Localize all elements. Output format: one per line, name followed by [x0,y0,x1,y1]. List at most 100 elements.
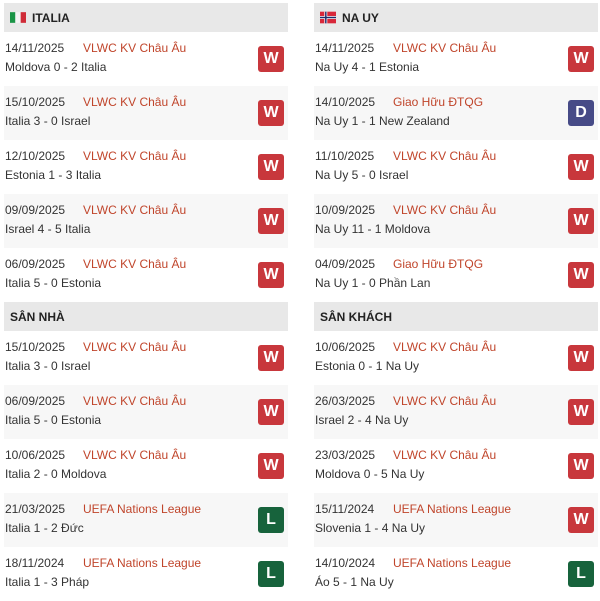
match-row[interactable]: 06/09/2025 VLWC KV Châu Âu Italia 5 - 0 Es… [4,385,288,439]
match-date: 15/10/2025 [5,340,66,354]
italy-flag-icon [10,12,26,23]
result-badge: L [568,561,594,587]
competition-name: VLWC KV Châu Âu [83,149,187,163]
match-score: Áo 5 - 1 Na Uy [315,575,394,589]
match-score: Estonia 1 - 3 Italia [5,168,102,182]
match-row[interactable]: 14/10/2024 UEFA Nations League Áo 5 - 1 Na… [314,547,598,601]
competition-name: VLWC KV Châu Âu [393,149,497,163]
match-row[interactable]: 04/09/2025 Giao Hữu ĐTQG Na Uy 1 - 0 Phần … [314,248,598,302]
home-match-list: 15/10/2025 VLWC KV Châu Âu Italia 3 - 0 Is… [4,331,288,601]
away-match-list: 10/06/2025 VLWC KV Châu Âu Estonia 0 - 1 N… [314,331,598,601]
result-badge: W [568,208,594,234]
match-date: 14/10/2025 [315,95,376,109]
match-date: 14/11/2025 [315,41,375,55]
left-column: ITALIA 14/11/2025 VLWC KV Châu Âu Moldova … [4,3,288,601]
competition-name: VLWC KV Châu Âu [393,448,497,462]
match-score: Israel 2 - 4 Na Uy [315,413,409,427]
match-row[interactable]: 15/10/2025 VLWC KV Châu Âu Italia 3 - 0 Is… [4,331,288,385]
norway-flag-icon [320,11,336,24]
home-header: SÂN NHÀ [4,302,288,331]
competition-name: VLWC KV Châu Âu [83,448,187,462]
result-badge: W [258,208,284,234]
match-row[interactable]: 10/06/2025 VLWC KV Châu Âu Italia 2 - 0 Mo… [4,439,288,493]
match-score: Na Uy 1 - 0 Phần Lan [315,276,431,290]
match-row[interactable]: 15/10/2025 VLWC KV Châu Âu Italia 3 - 0 Is… [4,86,288,140]
match-score: Slovenia 1 - 4 Na Uy [315,521,426,535]
match-row[interactable]: 15/11/2024 UEFA Nations League Slovenia 1 … [314,493,598,547]
match-date: 15/11/2024 [315,502,375,516]
match-row[interactable]: 12/10/2025 VLWC KV Châu Âu Estonia 1 - 3 I… [4,140,288,194]
result-badge: W [568,453,594,479]
competition-name: VLWC KV Châu Âu [83,203,187,217]
nauy-header: NA UY [314,3,598,32]
match-date: 06/09/2025 [5,257,66,271]
competition-name: VLWC KV Châu Âu [393,340,497,354]
result-badge: L [258,507,284,533]
match-score: Italia 3 - 0 Israel [5,114,91,128]
match-row[interactable]: 26/03/2025 VLWC KV Châu Âu Israel 2 - 4 Na… [314,385,598,439]
match-date: 14/10/2024 [315,556,376,570]
match-score: Italia 1 - 2 Đức [5,521,84,535]
match-row[interactable]: 09/09/2025 VLWC KV Châu Âu Israel 4 - 5 It… [4,194,288,248]
match-row[interactable]: 14/11/2025 VLWC KV Châu Âu Moldova 0 - 2 I… [4,32,288,86]
result-badge: W [258,262,284,288]
section-title: SÂN KHÁCH [320,309,392,324]
result-badge: W [258,100,284,126]
match-row[interactable]: 10/09/2025 VLWC KV Châu Âu Na Uy 11 - 1 Mo… [314,194,598,248]
italia-header: ITALIA [4,3,288,32]
match-score: Italia 2 - 0 Moldova [5,467,107,481]
competition-name: VLWC KV Châu Âu [83,95,187,109]
away-header: SÂN KHÁCH [314,302,598,331]
match-date: 21/03/2025 [5,502,66,516]
competition-name: UEFA Nations League [83,556,202,570]
result-badge: L [258,561,284,587]
team-title: ITALIA [32,10,70,25]
result-badge: W [258,399,284,425]
match-score: Na Uy 11 - 1 Moldova [315,222,431,236]
nauy-match-list: 14/11/2025 VLWC KV Châu Âu Na Uy 4 - 1 Est… [314,32,598,302]
competition-name: Giao Hữu ĐTQG [393,257,484,271]
match-date: 18/11/2024 [5,556,65,570]
competition-name: VLWC KV Châu Âu [83,257,187,271]
result-badge: W [568,345,594,371]
result-badge: W [568,154,594,180]
section-title: SÂN NHÀ [10,309,65,324]
match-row[interactable]: 21/03/2025 UEFA Nations League Italia 1 - … [4,493,288,547]
match-date: 10/06/2025 [315,340,376,354]
match-score: Moldova 0 - 2 Italia [5,60,107,74]
competition-name: VLWC KV Châu Âu [83,340,187,354]
match-date: 10/06/2025 [5,448,66,462]
match-date: 23/03/2025 [315,448,376,462]
match-row[interactable]: 23/03/2025 VLWC KV Châu Âu Moldova 0 - 5 N… [314,439,598,493]
match-row[interactable]: 14/10/2025 Giao Hữu ĐTQG Na Uy 1 - 1 New Z… [314,86,598,140]
result-badge: W [568,507,594,533]
match-row[interactable]: 14/11/2025 VLWC KV Châu Âu Na Uy 4 - 1 Est… [314,32,598,86]
right-column: NA UY 14/11/2025 VLWC KV Châu Âu Na Uy 4 -… [314,3,598,601]
match-row[interactable]: 11/10/2025 VLWC KV Châu Âu Na Uy 5 - 0 Isr… [314,140,598,194]
match-score: Na Uy 5 - 0 Israel [315,168,409,182]
team-title: NA UY [342,10,379,25]
match-score: Italia 3 - 0 Israel [5,359,91,373]
match-row[interactable]: 18/11/2024 UEFA Nations League Italia 1 - … [4,547,288,601]
result-badge: W [258,345,284,371]
result-badge: W [568,46,594,72]
competition-name: VLWC KV Châu Âu [393,394,497,408]
match-date: 09/09/2025 [5,203,66,217]
competition-name: VLWC KV Châu Âu [393,203,497,217]
match-score: Na Uy 1 - 1 New Zealand [315,114,450,128]
match-date: 06/09/2025 [5,394,66,408]
result-badge: W [258,46,284,72]
competition-name: VLWC KV Châu Âu [83,394,187,408]
result-badge: W [258,453,284,479]
match-row[interactable]: 10/06/2025 VLWC KV Châu Âu Estonia 0 - 1 N… [314,331,598,385]
result-badge: W [568,399,594,425]
result-badge: W [258,154,284,180]
italia-match-list: 14/11/2025 VLWC KV Châu Âu Moldova 0 - 2 I… [4,32,288,302]
match-date: 12/10/2025 [5,149,66,163]
match-row[interactable]: 06/09/2025 VLWC KV Châu Âu Italia 5 - 0 Es… [4,248,288,302]
competition-name: Giao Hữu ĐTQG [393,95,484,109]
match-date: 04/09/2025 [315,257,376,271]
match-date: 14/11/2025 [5,41,65,55]
match-score: Italia 1 - 3 Pháp [5,575,90,589]
match-date: 26/03/2025 [315,394,376,408]
